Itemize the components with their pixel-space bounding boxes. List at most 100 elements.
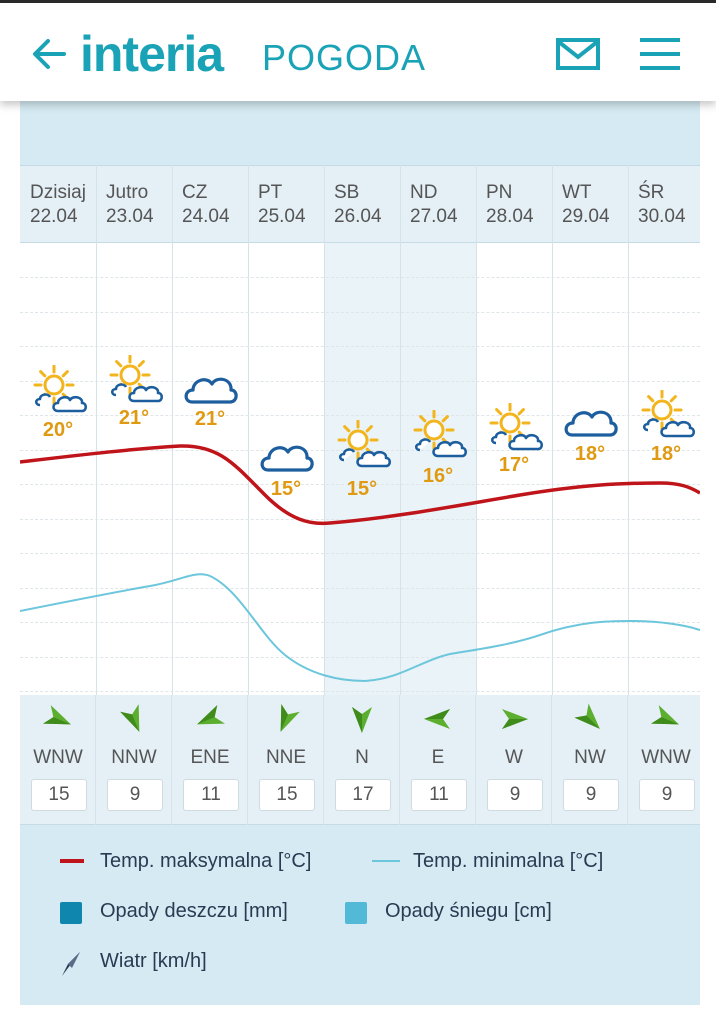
wind-speed-value: 17 [335,779,391,811]
wind-speed-value: 15 [259,779,315,811]
wind-row: WNW 15 NNW 9 ENE 11 NNE 15 N 17 E 11 W 9 NW 9 WNW 9 [20,695,700,825]
day-date: 26.04 [334,206,382,227]
max-temp-value: 17° [498,454,530,476]
legend-wind-label: Wiatr [km/h] [100,950,207,972]
chart-legend: Temp. maksymalna [°C] Temp. minimalna [°… [20,826,700,1004]
day-name: ND [410,182,438,203]
day-header-row [20,165,700,243]
arrow-left-icon[interactable] [28,33,70,75]
wind-direction-arrow-icon [43,705,71,725]
hamburger-menu-icon[interactable] [638,37,682,71]
wind-column: NNW 9 [96,695,172,825]
day-label[interactable]: Jutro 23.04 [106,181,182,229]
column-divider [324,165,325,695]
column-divider [552,165,553,695]
day-label[interactable]: PN 28.04 [486,181,562,229]
partly-sunny-icon [33,365,88,413]
max-temp-value: 15° [346,478,378,500]
wind-speed-value: 9 [107,779,163,811]
column-divider [248,165,249,695]
wind-direction-label: W [505,747,523,768]
day-name: SB [334,182,360,203]
day-label[interactable]: SB 26.04 [334,181,410,229]
wind-direction-arrow-icon [651,705,679,725]
max-temp-value: 21° [118,407,150,429]
wind-speed-value: 9 [563,779,619,811]
wind-direction-label: E [431,747,445,768]
day-date: 30.04 [638,206,686,227]
grid-line [20,656,700,658]
grid-line [20,311,700,313]
wind-direction-arrow-icon [502,709,528,729]
day-label[interactable]: PT 25.04 [258,181,334,229]
max-temp-value: 18° [650,443,682,465]
wind-speed-value: 11 [183,779,239,811]
day-date: 22.04 [30,206,78,227]
day-name: WT [562,182,592,203]
wind-speed-value: 11 [411,779,467,811]
wind-direction-arrow-icon [424,709,450,729]
day-date: 28.04 [486,206,534,227]
mail-icon[interactable] [556,37,600,71]
wind-direction-label: NNE [265,747,307,768]
wind-column: WNW 9 [628,695,704,825]
grid-line [20,622,700,623]
grid-line [20,346,700,347]
wind-column: WNW 15 [20,695,96,825]
max-temp-value: 16° [422,465,454,487]
wind-column: E 11 [400,695,476,825]
wind-direction-label: WNW [641,747,691,768]
day-label[interactable]: ŚR 30.04 [638,181,714,229]
day-label[interactable]: CZ 24.04 [182,181,258,229]
wind-speed-value: 9 [487,779,543,811]
grid-line [20,587,700,589]
wind-direction-label: NW [574,747,606,768]
wind-column: ENE 11 [172,695,248,825]
day-label[interactable]: ND 27.04 [410,181,486,229]
wind-column: NNE 15 [248,695,324,825]
logo-brand[interactable]: interia [80,26,224,82]
wind-direction-arrow-icon [352,707,372,733]
wind-direction-arrow-icon [574,703,600,729]
grid-line [20,553,700,554]
wind-direction-label: WNW [33,747,83,768]
legend-min-swatch [372,860,400,862]
day-label[interactable]: Dzisiaj 22.04 [30,181,106,229]
legend-rain-swatch [60,902,82,924]
legend-snow-label: Opady śniegu [cm] [385,900,552,922]
wind-speed-value: 15 [31,779,87,811]
max-temp-value: 20° [42,419,74,441]
cloud-icon [564,410,618,437]
wind-direction-arrow-icon [197,705,225,725]
column-divider [476,165,477,695]
legend-max-swatch [60,859,84,863]
grid-line [20,484,700,485]
legend-rain-label: Opady deszczu [mm] [100,900,288,922]
grid-line [20,691,700,692]
column-divider [96,165,97,695]
logo-section[interactable]: POGODA [262,37,427,78]
legend-min-label: Temp. minimalna [°C] [413,850,604,872]
column-divider [172,165,173,695]
day-name: CZ [182,182,208,203]
wind-direction-arrow-icon [120,704,140,732]
status-strip [0,0,716,3]
day-name: ŚR [638,182,665,203]
wind-column: NW 9 [552,695,628,825]
legend-snow-swatch [345,902,367,924]
grid-line [20,277,700,278]
wind-direction-arrow-icon [280,704,300,732]
partly-sunny-icon [641,390,696,438]
day-name: Dzisiaj [30,182,86,203]
wind-column: N 17 [324,695,400,825]
column-divider [400,165,401,695]
temperature-chart [20,444,700,683]
weekend-column-saturday [325,165,401,695]
grid-line [20,380,700,382]
max-temp-value: 15° [270,478,302,500]
day-label[interactable]: WT 29.04 [562,181,638,229]
column-divider [628,165,629,695]
day-name: PN [486,182,513,203]
day-date: 24.04 [182,206,230,227]
